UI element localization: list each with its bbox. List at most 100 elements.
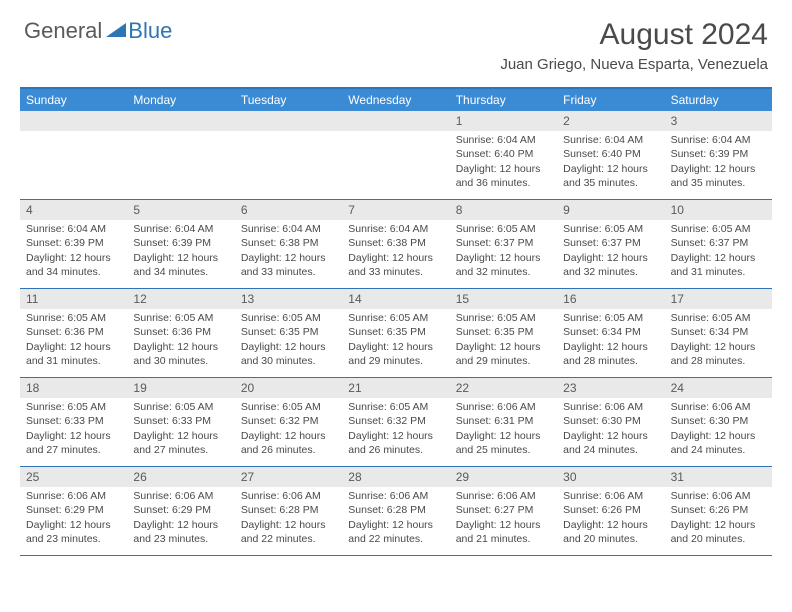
month-title: August 2024 — [500, 18, 768, 52]
day-cell — [20, 111, 127, 199]
day-cell — [342, 111, 449, 199]
daylight-text: Daylight: 12 hours and 28 minutes. — [671, 340, 766, 368]
day-cell — [127, 111, 234, 199]
day-cell: 15Sunrise: 6:05 AMSunset: 6:35 PMDayligh… — [450, 289, 557, 377]
day-cell: 28Sunrise: 6:06 AMSunset: 6:28 PMDayligh… — [342, 467, 449, 555]
day-number: 18 — [20, 378, 127, 398]
day-number: 1 — [450, 111, 557, 131]
sunset-text: Sunset: 6:40 PM — [563, 147, 658, 161]
sunset-text: Sunset: 6:30 PM — [563, 414, 658, 428]
day-body: Sunrise: 6:04 AMSunset: 6:38 PMDaylight:… — [342, 220, 449, 283]
day-cell: 24Sunrise: 6:06 AMSunset: 6:30 PMDayligh… — [665, 378, 772, 466]
daylight-text: Daylight: 12 hours and 31 minutes. — [26, 340, 121, 368]
sunrise-text: Sunrise: 6:06 AM — [671, 400, 766, 414]
sunset-text: Sunset: 6:33 PM — [133, 414, 228, 428]
day-number: 6 — [235, 200, 342, 220]
day-body: Sunrise: 6:04 AMSunset: 6:38 PMDaylight:… — [235, 220, 342, 283]
sunset-text: Sunset: 6:28 PM — [348, 503, 443, 517]
day-body: Sunrise: 6:06 AMSunset: 6:26 PMDaylight:… — [665, 487, 772, 550]
sunset-text: Sunset: 6:35 PM — [456, 325, 551, 339]
day-cell: 21Sunrise: 6:05 AMSunset: 6:32 PMDayligh… — [342, 378, 449, 466]
sunrise-text: Sunrise: 6:04 AM — [26, 222, 121, 236]
day-number: 23 — [557, 378, 664, 398]
sunrise-text: Sunrise: 6:06 AM — [456, 489, 551, 503]
day-body: Sunrise: 6:05 AMSunset: 6:37 PMDaylight:… — [665, 220, 772, 283]
day-number: 10 — [665, 200, 772, 220]
day-cell: 13Sunrise: 6:05 AMSunset: 6:35 PMDayligh… — [235, 289, 342, 377]
day-cell: 5Sunrise: 6:04 AMSunset: 6:39 PMDaylight… — [127, 200, 234, 288]
day-cell: 26Sunrise: 6:06 AMSunset: 6:29 PMDayligh… — [127, 467, 234, 555]
week-row: 25Sunrise: 6:06 AMSunset: 6:29 PMDayligh… — [20, 467, 772, 556]
day-body: Sunrise: 6:05 AMSunset: 6:35 PMDaylight:… — [342, 309, 449, 372]
day-body: Sunrise: 6:04 AMSunset: 6:39 PMDaylight:… — [665, 131, 772, 194]
day-body: Sunrise: 6:06 AMSunset: 6:30 PMDaylight:… — [665, 398, 772, 461]
day-cell: 19Sunrise: 6:05 AMSunset: 6:33 PMDayligh… — [127, 378, 234, 466]
day-cell: 22Sunrise: 6:06 AMSunset: 6:31 PMDayligh… — [450, 378, 557, 466]
sunset-text: Sunset: 6:39 PM — [133, 236, 228, 250]
day-body: Sunrise: 6:06 AMSunset: 6:26 PMDaylight:… — [557, 487, 664, 550]
logo-text-blue: Blue — [128, 18, 172, 44]
daylight-text: Daylight: 12 hours and 32 minutes. — [456, 251, 551, 279]
sunset-text: Sunset: 6:29 PM — [26, 503, 121, 517]
day-body: Sunrise: 6:05 AMSunset: 6:34 PMDaylight:… — [557, 309, 664, 372]
day-cell: 12Sunrise: 6:05 AMSunset: 6:36 PMDayligh… — [127, 289, 234, 377]
sunset-text: Sunset: 6:37 PM — [563, 236, 658, 250]
day-number: 14 — [342, 289, 449, 309]
sunset-text: Sunset: 6:38 PM — [348, 236, 443, 250]
day-cell: 16Sunrise: 6:05 AMSunset: 6:34 PMDayligh… — [557, 289, 664, 377]
sunset-text: Sunset: 6:34 PM — [671, 325, 766, 339]
sunrise-text: Sunrise: 6:06 AM — [26, 489, 121, 503]
day-body: Sunrise: 6:04 AMSunset: 6:40 PMDaylight:… — [450, 131, 557, 194]
day-body: Sunrise: 6:05 AMSunset: 6:37 PMDaylight:… — [450, 220, 557, 283]
day-number: 12 — [127, 289, 234, 309]
day-body: Sunrise: 6:05 AMSunset: 6:32 PMDaylight:… — [342, 398, 449, 461]
day-number: 9 — [557, 200, 664, 220]
day-body: Sunrise: 6:05 AMSunset: 6:33 PMDaylight:… — [127, 398, 234, 461]
weekday-mon: Monday — [127, 89, 234, 111]
daylight-text: Daylight: 12 hours and 33 minutes. — [241, 251, 336, 279]
day-cell: 20Sunrise: 6:05 AMSunset: 6:32 PMDayligh… — [235, 378, 342, 466]
sunset-text: Sunset: 6:38 PM — [241, 236, 336, 250]
day-cell: 6Sunrise: 6:04 AMSunset: 6:38 PMDaylight… — [235, 200, 342, 288]
sunset-text: Sunset: 6:28 PM — [241, 503, 336, 517]
week-row: 4Sunrise: 6:04 AMSunset: 6:39 PMDaylight… — [20, 200, 772, 289]
day-number: 7 — [342, 200, 449, 220]
daylight-text: Daylight: 12 hours and 36 minutes. — [456, 162, 551, 190]
day-cell: 23Sunrise: 6:06 AMSunset: 6:30 PMDayligh… — [557, 378, 664, 466]
day-number: 22 — [450, 378, 557, 398]
sunrise-text: Sunrise: 6:05 AM — [456, 222, 551, 236]
daylight-text: Daylight: 12 hours and 21 minutes. — [456, 518, 551, 546]
day-cell: 4Sunrise: 6:04 AMSunset: 6:39 PMDaylight… — [20, 200, 127, 288]
daylight-text: Daylight: 12 hours and 34 minutes. — [133, 251, 228, 279]
weeks-container: 1Sunrise: 6:04 AMSunset: 6:40 PMDaylight… — [20, 111, 772, 556]
day-number: 20 — [235, 378, 342, 398]
day-number — [235, 111, 342, 131]
daylight-text: Daylight: 12 hours and 33 minutes. — [348, 251, 443, 279]
week-row: 18Sunrise: 6:05 AMSunset: 6:33 PMDayligh… — [20, 378, 772, 467]
day-number: 19 — [127, 378, 234, 398]
sunset-text: Sunset: 6:39 PM — [26, 236, 121, 250]
sunrise-text: Sunrise: 6:06 AM — [133, 489, 228, 503]
sunrise-text: Sunrise: 6:04 AM — [456, 133, 551, 147]
day-number: 24 — [665, 378, 772, 398]
weekday-sat: Saturday — [665, 89, 772, 111]
sunrise-text: Sunrise: 6:05 AM — [133, 311, 228, 325]
sunset-text: Sunset: 6:26 PM — [671, 503, 766, 517]
day-number: 8 — [450, 200, 557, 220]
day-number: 21 — [342, 378, 449, 398]
weekday-thu: Thursday — [450, 89, 557, 111]
day-body: Sunrise: 6:05 AMSunset: 6:33 PMDaylight:… — [20, 398, 127, 461]
logo-text-general: General — [24, 18, 102, 44]
sunrise-text: Sunrise: 6:05 AM — [348, 311, 443, 325]
day-cell: 7Sunrise: 6:04 AMSunset: 6:38 PMDaylight… — [342, 200, 449, 288]
sunset-text: Sunset: 6:36 PM — [26, 325, 121, 339]
day-cell: 2Sunrise: 6:04 AMSunset: 6:40 PMDaylight… — [557, 111, 664, 199]
day-body: Sunrise: 6:06 AMSunset: 6:29 PMDaylight:… — [20, 487, 127, 550]
location-text: Juan Griego, Nueva Esparta, Venezuela — [500, 56, 768, 73]
sunrise-text: Sunrise: 6:06 AM — [563, 489, 658, 503]
daylight-text: Daylight: 12 hours and 27 minutes. — [26, 429, 121, 457]
day-cell: 10Sunrise: 6:05 AMSunset: 6:37 PMDayligh… — [665, 200, 772, 288]
weekday-fri: Friday — [557, 89, 664, 111]
week-row: 1Sunrise: 6:04 AMSunset: 6:40 PMDaylight… — [20, 111, 772, 200]
sunrise-text: Sunrise: 6:06 AM — [671, 489, 766, 503]
